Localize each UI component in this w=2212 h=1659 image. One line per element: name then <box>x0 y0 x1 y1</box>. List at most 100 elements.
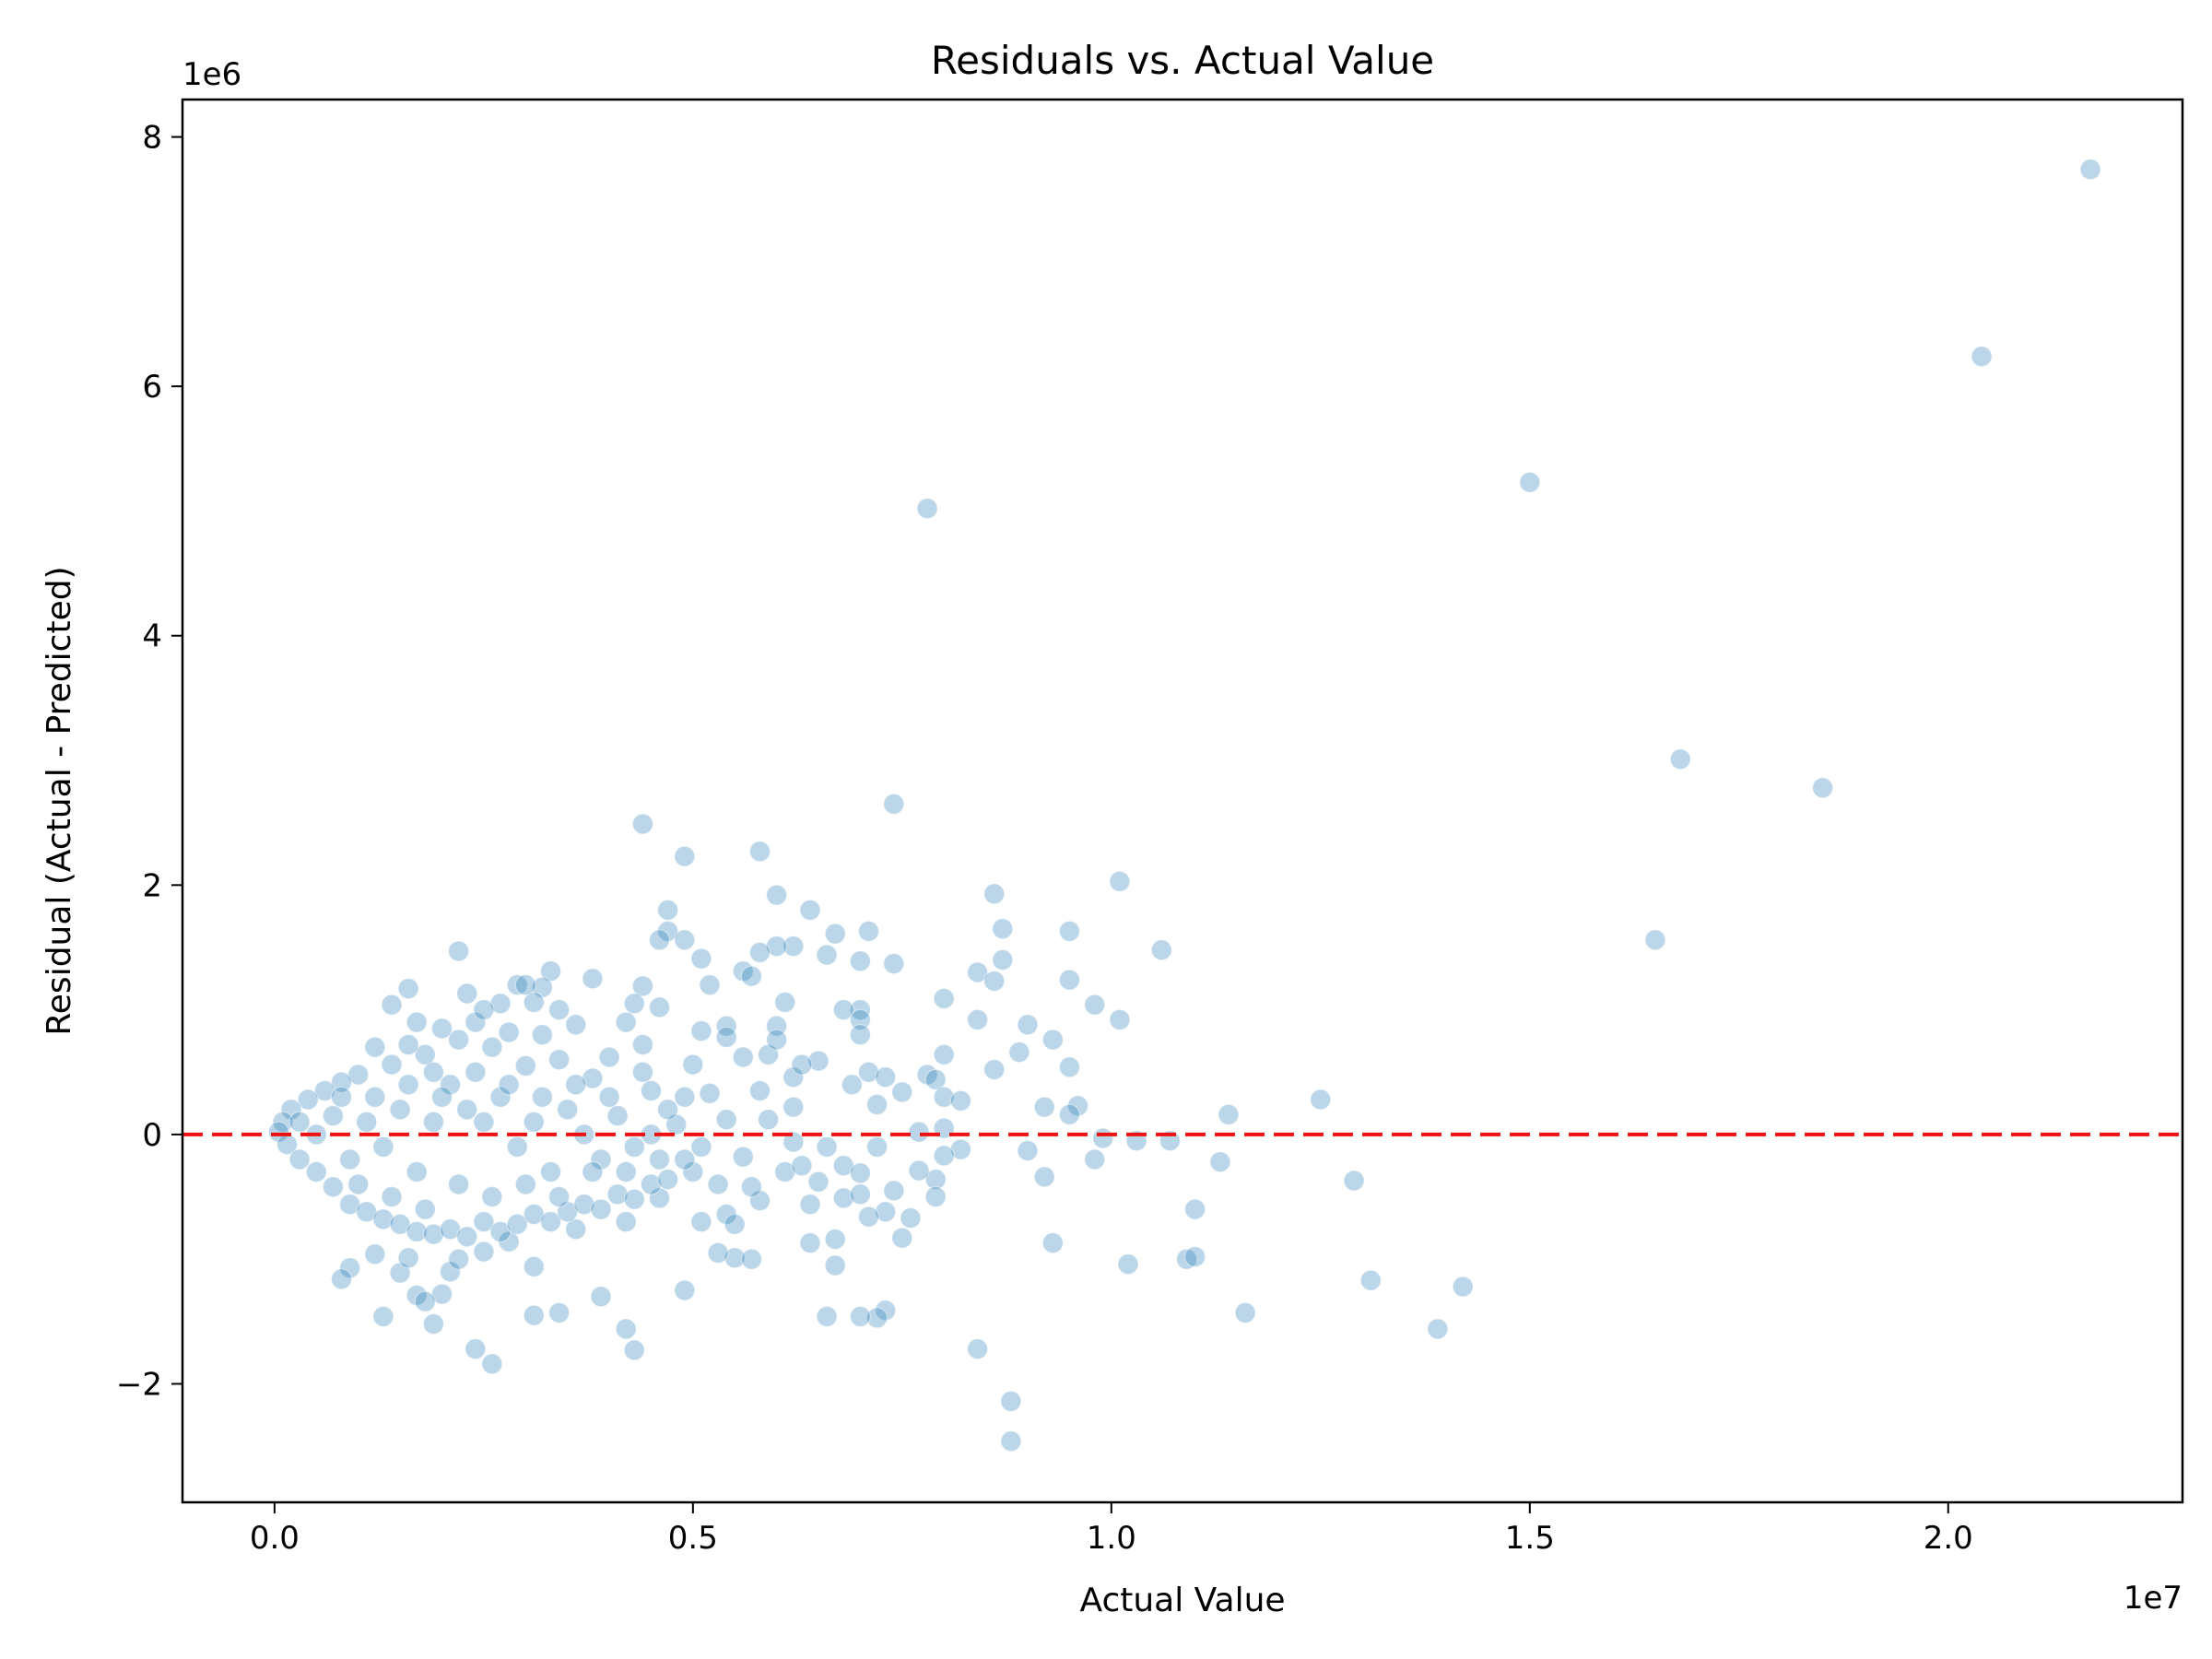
scatter-point <box>799 1231 821 1254</box>
scatter-point <box>690 1210 712 1233</box>
scatter-point <box>1310 1088 1332 1111</box>
scatter-point <box>674 1086 696 1108</box>
scatter-point <box>732 1046 754 1068</box>
scatter-point <box>465 1337 487 1360</box>
scatter-point <box>430 1086 453 1108</box>
scatter-point <box>381 1053 403 1076</box>
scatter-point <box>1183 1245 1206 1268</box>
scatter-point <box>1084 1148 1106 1171</box>
scatter-point <box>422 1223 444 1245</box>
scatter-point <box>606 1104 629 1127</box>
scatter-point <box>924 1185 947 1208</box>
scatter-point <box>966 1008 989 1031</box>
scatter-point <box>347 1064 370 1086</box>
scatter-point <box>774 1160 796 1183</box>
scatter-point <box>547 998 571 1021</box>
scatter-point <box>631 1033 654 1056</box>
scatter-point <box>631 813 654 835</box>
scatter-point <box>623 1135 645 1159</box>
scatter-point <box>916 1064 938 1086</box>
scatter-point <box>849 1305 872 1328</box>
scatter-point <box>1183 1198 1206 1220</box>
scatter-point <box>757 1043 780 1065</box>
scatter-point <box>565 1218 587 1241</box>
scatter-point <box>656 1099 679 1121</box>
scatter-point <box>865 1093 888 1116</box>
scatter-point <box>523 1203 545 1226</box>
scatter-point <box>582 968 604 990</box>
scatter-point <box>799 1194 821 1216</box>
y-tick-label: 0 <box>142 1117 162 1154</box>
scatter-point <box>547 1049 571 1071</box>
scatter-point <box>832 1155 854 1177</box>
scatter-point <box>330 1086 353 1108</box>
scatter-point <box>857 920 880 943</box>
scatter-point <box>656 899 679 922</box>
scatter-point <box>748 941 771 964</box>
scatter-point <box>1811 777 1834 799</box>
scatter-point <box>748 841 771 863</box>
scatter-point <box>523 1255 545 1277</box>
scatter-point <box>832 1187 854 1209</box>
scatter-point <box>865 1307 888 1329</box>
scatter-point <box>339 1257 361 1279</box>
scatter-point <box>372 1305 394 1328</box>
y-axis-ticks: −2 0 2 4 6 8 <box>116 120 182 1403</box>
chart-title: Residuals vs. Actual Value <box>931 38 1434 83</box>
scatter-point <box>933 1043 955 1065</box>
scatter-point <box>841 1074 864 1096</box>
scatter-point <box>983 1058 1006 1081</box>
scatter-point <box>791 1053 813 1076</box>
scatter-point <box>740 1176 763 1198</box>
scatter-point <box>732 960 754 982</box>
scatter-point <box>598 1086 620 1108</box>
scatter-point <box>514 973 536 996</box>
scatter-point <box>924 1168 947 1191</box>
scatter-point <box>857 1206 880 1228</box>
scatter-point <box>288 1148 311 1171</box>
scatter-point <box>448 940 470 962</box>
scatter-point <box>590 1286 612 1308</box>
scatter-point <box>949 1089 972 1112</box>
scatter-point <box>690 1019 712 1042</box>
scatter-point <box>539 1160 562 1183</box>
scatter-point <box>364 1036 386 1058</box>
scatter-point <box>498 1230 520 1253</box>
scatter-point <box>489 993 512 1015</box>
scatter-point <box>682 1053 704 1076</box>
scatter-point <box>615 1160 637 1183</box>
scatter-point <box>481 1036 503 1058</box>
scatter-point <box>389 1099 411 1121</box>
x-tick-label: 2.0 <box>1924 1520 1973 1557</box>
scatter-point <box>1058 920 1081 943</box>
scatter-point <box>674 929 696 951</box>
scatter-point <box>916 498 938 520</box>
scatter-point <box>473 1241 495 1263</box>
scatter-point <box>489 1220 512 1243</box>
scatter-point <box>715 1109 737 1131</box>
scatter-point <box>422 1111 444 1134</box>
scatter-point <box>715 1015 737 1037</box>
scatter-point <box>523 1304 545 1326</box>
scatter-point <box>1041 1029 1064 1051</box>
scatter-point <box>908 1121 930 1143</box>
scatter-point <box>406 1160 428 1183</box>
scatter-point <box>891 1081 913 1103</box>
scatter-point <box>547 1185 571 1208</box>
scatter-point <box>1000 1390 1022 1413</box>
scatter-point <box>1109 1008 1131 1031</box>
scatter-point <box>1041 1231 1064 1254</box>
scatter-point <box>313 1079 335 1102</box>
scatter-point <box>615 1318 637 1340</box>
scatter-point <box>875 1201 897 1223</box>
scatter-point <box>765 884 788 906</box>
scatter-point <box>439 1074 462 1096</box>
scatter-point <box>674 1148 696 1171</box>
scatter-point <box>305 1160 327 1183</box>
scatter-point <box>631 1061 654 1083</box>
scatter-point <box>439 1261 462 1283</box>
scatter-point <box>748 1079 771 1102</box>
scatter-point <box>1209 1151 1231 1173</box>
scatter-point <box>849 1183 872 1206</box>
x-axis-label: Actual Value <box>1079 1582 1285 1619</box>
